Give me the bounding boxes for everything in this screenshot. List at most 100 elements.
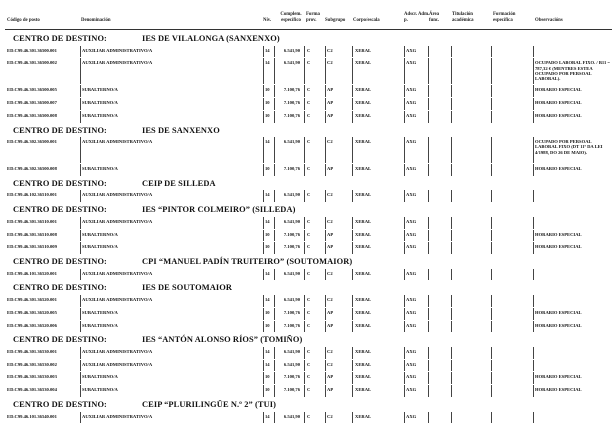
- cell-forma: C: [307, 87, 311, 93]
- column-divider: [80, 137, 81, 164]
- cell-niv: 10: [265, 112, 270, 118]
- cell-niv: 14: [265, 218, 270, 224]
- column-divider: [274, 372, 275, 385]
- cell-adscr: AXG: [406, 60, 417, 66]
- cell-forma: C: [307, 192, 311, 198]
- column-divider: [274, 307, 275, 320]
- column-divider: [428, 411, 429, 424]
- table-row: ED.C99.46.301.36500.002 AUXILIAR ADMINIST…: [0, 57, 615, 85]
- column-divider: [304, 320, 305, 333]
- cell-sub: AP: [327, 374, 334, 380]
- column-divider: [404, 229, 405, 242]
- column-divider: [304, 385, 305, 398]
- column-divider: [325, 45, 326, 58]
- cell-adscr: AXG: [406, 361, 417, 367]
- column-divider: [491, 164, 492, 176]
- column-divider: [352, 320, 353, 333]
- cell-den: AUXILIAR ADMINISTRATIVO/A: [82, 413, 153, 419]
- section-label: CENTRO DE DESTINO:: [13, 34, 107, 43]
- cell-corpo: XERAL: [355, 296, 372, 302]
- column-divider: [404, 110, 405, 123]
- cell-adscr: AXG: [406, 270, 417, 276]
- column-divider: [428, 346, 429, 359]
- column-divider: [325, 307, 326, 320]
- column-divider: [451, 229, 452, 242]
- column-divider: [325, 190, 326, 203]
- col-header-denominacion: Denominación: [81, 18, 111, 23]
- column-divider: [274, 164, 275, 176]
- column-divider: [533, 307, 534, 320]
- column-divider: [304, 58, 305, 85]
- column-divider: [80, 385, 81, 398]
- column-divider: [263, 229, 264, 242]
- cell-obs: HORARIO ESPECIAL: [535, 374, 582, 380]
- cell-code: ED.C99.46.301.36510.008: [7, 231, 57, 237]
- column-divider: [491, 385, 492, 398]
- cell-den: SUBALTERNO/A: [82, 244, 118, 250]
- cell-adscr: AXG: [406, 244, 417, 250]
- table-row: ED.C99.46.301.36500.007 SUBALTERNO/A 10 7.1…: [0, 97, 615, 110]
- column-divider: [274, 137, 275, 164]
- cell-forma: C: [307, 112, 311, 118]
- column-divider: [80, 164, 81, 176]
- col-header-corpo: Corpo/escala: [353, 18, 380, 23]
- cell-forma: C: [307, 166, 311, 172]
- column-divider: [80, 320, 81, 333]
- cell-comp: 7.100,76: [283, 87, 300, 93]
- cell-den: AUXILIAR ADMINISTRATIVO/A: [82, 270, 153, 276]
- column-divider: [428, 190, 429, 203]
- column-divider: [352, 372, 353, 385]
- cell-corpo: XERAL: [355, 231, 372, 237]
- column-divider: [325, 229, 326, 242]
- column-divider: [352, 359, 353, 372]
- cell-obs: HORARIO ESPECIAL: [535, 244, 582, 250]
- centro-name: IES DE SOUTOMAIOR: [142, 283, 232, 293]
- cell-niv: 10: [265, 387, 270, 393]
- column-divider: [325, 372, 326, 385]
- column-divider: [274, 320, 275, 333]
- table-row: ED.C99.46.102.36510.001 AUXILIAR ADMINIST…: [0, 189, 615, 203]
- column-divider: [428, 294, 429, 307]
- cell-code: ED.C99.46.301.36530.001: [7, 348, 57, 354]
- cell-sub: C2: [327, 47, 333, 53]
- cell-comp: 6.541,90: [283, 139, 300, 145]
- column-divider: [263, 242, 264, 255]
- column-divider: [325, 164, 326, 176]
- section-header: CENTRO DE DESTINO: IES “ANTÓN ALONSO RÍOS…: [0, 332, 615, 346]
- column-divider: [404, 294, 405, 307]
- table-header: Código de posto Denominación Nív. Comple…: [0, 0, 615, 30]
- cell-adscr: AXG: [406, 100, 417, 106]
- cell-den: AUXILIAR ADMINISTRATIVO/A: [82, 192, 153, 198]
- column-divider: [325, 242, 326, 255]
- cell-adscr: AXG: [406, 166, 417, 172]
- cell-den: AUXILIAR ADMINISTRATIVO/A: [82, 348, 153, 354]
- column-divider: [428, 307, 429, 320]
- cell-comp: 6.541,90: [283, 47, 300, 53]
- column-divider: [404, 164, 405, 176]
- column-divider: [274, 294, 275, 307]
- column-divider: [80, 372, 81, 385]
- table-row: ED.C99.46.301.36500.008 SUBALTERNO/A 10 7.1…: [0, 110, 615, 123]
- cell-corpo: XERAL: [355, 413, 372, 419]
- cell-forma: C: [307, 413, 311, 419]
- column-divider: [352, 242, 353, 255]
- cell-code: ED.C99.46.301.36530.003: [7, 374, 57, 380]
- cell-sub: C2: [327, 348, 333, 354]
- column-divider: [428, 216, 429, 229]
- column-divider: [451, 359, 452, 372]
- column-divider: [352, 110, 353, 123]
- cell-obs: HORARIO ESPECIAL: [535, 322, 582, 328]
- cell-sub: C2: [327, 361, 333, 367]
- column-divider: [451, 242, 452, 255]
- column-divider: [304, 372, 305, 385]
- cell-comp: 6.541,90: [283, 192, 300, 198]
- column-divider: [325, 85, 326, 98]
- column-divider: [491, 98, 492, 110]
- column-divider: [428, 58, 429, 85]
- cell-forma: C: [307, 270, 311, 276]
- table-row: ED.C99.46.301.36510.001 AUXILIAR ADMINIST…: [0, 216, 615, 229]
- section-label: CENTRO DE DESTINO:: [13, 400, 107, 410]
- cell-code: ED.C99.46.301.36500.001: [7, 47, 57, 53]
- column-divider: [451, 45, 452, 58]
- table-row: ED.C99.46.302.36500.008 SUBALTERNO/A 10 7.1…: [0, 163, 615, 176]
